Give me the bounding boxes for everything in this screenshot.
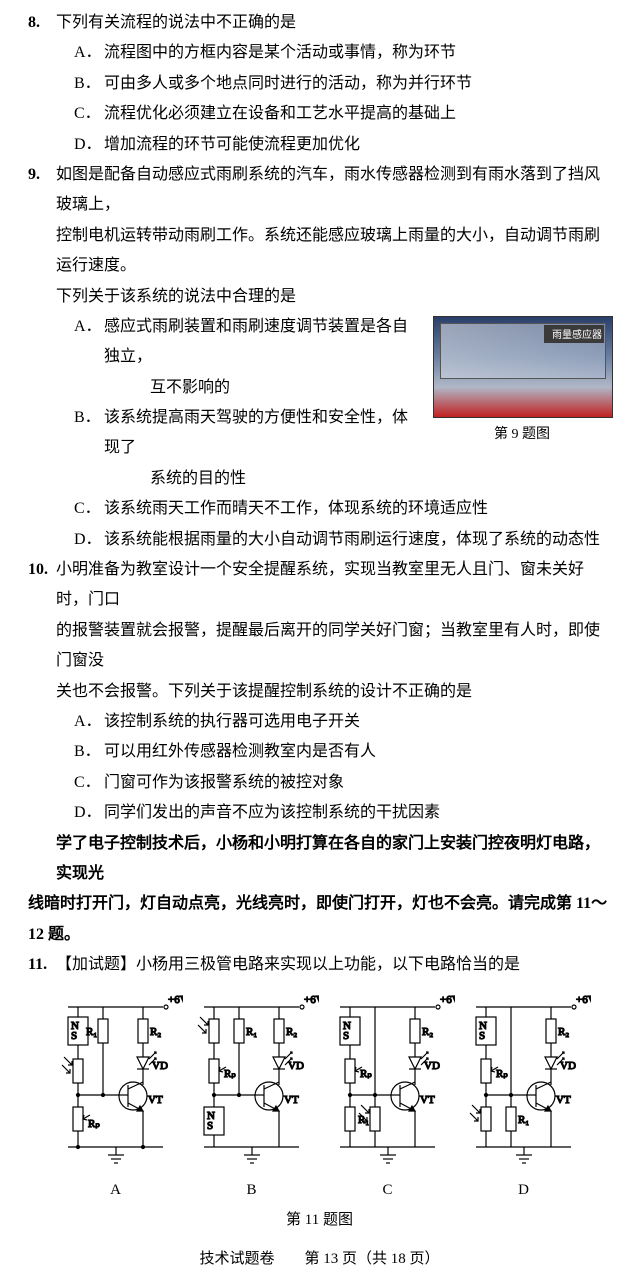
circuit-c: +6V N S Rₚ R₁ (320, 987, 455, 1205)
q8-opt-c: C．流程优化必须建立在设备和工艺水平提高的基础上 (74, 99, 611, 129)
q10-opt-b: B．可以用红外传感器检测教室内是否有人 (74, 737, 611, 767)
q10-stem-2: 的报警装置就会报警，提醒最后离开的同学关好门窗；当教室里有人时，即使门窗没 (56, 616, 611, 677)
intro-11-12-line1: 学了电子控制技术后，小杨和小明打算在各自的家门上安装门控夜明灯电路，实现光 (56, 829, 611, 890)
q11-circuits: +6V N S (48, 987, 591, 1205)
circuit-a: +6V N S (48, 987, 183, 1205)
page-footer: 技术试题卷 第 13 页（共 18 页） (28, 1245, 611, 1274)
circuit-d-svg: +6V N S Rₚ (456, 987, 591, 1167)
q11-figure-caption: 第 11 题图 (28, 1206, 611, 1235)
circuit-b-svg: +6V Rₚ N (184, 987, 319, 1167)
svg-text:Rₚ: Rₚ (360, 1068, 372, 1080)
svg-text:+6V: +6V (168, 994, 183, 1006)
svg-text:R₁: R₁ (518, 1114, 529, 1126)
svg-text:VD: VD (560, 1060, 576, 1072)
sensor-label: 雨量感应器 (552, 326, 602, 345)
circuit-c-label: C (320, 1176, 455, 1205)
q10-stem-1: 小明准备为教室设计一个安全提醒系统，实现当教室里无人且门、窗未关好时，门口 (56, 555, 611, 616)
q9-opt-c: C．该系统雨天工作而晴天不工作，体现系统的环境适应性 (74, 494, 611, 524)
car-windshield-image: 雨量感应器 (433, 316, 613, 418)
q10-opt-c: C．门窗可作为该报警系统的被控对象 (74, 768, 611, 798)
q9-number: 9. (28, 160, 56, 221)
svg-text:R₁: R₁ (358, 1114, 369, 1126)
q11-stem: 【加试题】小杨用三极管电路来实现以上功能，以下电路恰当的是 (56, 950, 611, 980)
q8-number: 8. (28, 8, 56, 38)
svg-text:S: S (479, 1030, 485, 1042)
svg-text:S: S (207, 1120, 213, 1132)
circuit-b: +6V Rₚ N (184, 987, 319, 1205)
svg-text:Rₚ: Rₚ (88, 1118, 100, 1130)
svg-text:Rₚ: Rₚ (496, 1068, 508, 1080)
q8-opt-d: D．增加流程的环节可能使流程更加优化 (74, 130, 611, 160)
q9-opt-b-cont: 系统的目的性 (150, 464, 611, 494)
svg-text:VD: VD (152, 1060, 168, 1072)
circuit-d: +6V N S Rₚ (456, 987, 591, 1205)
circuit-d-label: D (456, 1176, 591, 1205)
q8-opt-b: B．可由多人或多个地点同时进行的活动，称为并行环节 (74, 69, 611, 99)
q9-stem-1: 如图是配备自动感应式雨刷系统的汽车，雨水传感器检测到有雨水落到了挡风玻璃上， (56, 160, 611, 221)
svg-text:R₁: R₁ (246, 1026, 257, 1038)
circuit-a-svg: +6V N S (48, 987, 183, 1167)
q10-stem-3: 关也不会报警。下列关于该提醒控制系统的设计不正确的是 (56, 677, 611, 707)
svg-text:VD: VD (288, 1060, 304, 1072)
q9-figure-caption: 第 9 题图 (433, 422, 611, 449)
svg-text:VT: VT (420, 1094, 435, 1106)
q10: 10. 小明准备为教室设计一个安全提醒系统，实现当教室里无人且门、窗未关好时，门… (28, 555, 611, 616)
q8-opt-a: A．流程图中的方框内容是某个活动或事情，称为环节 (74, 38, 611, 68)
q10-opt-d: D．同学们发出的声音不应为该控制系统的干扰因素 (74, 798, 611, 828)
svg-text:R₂: R₂ (422, 1026, 433, 1038)
q11: 11. 【加试题】小杨用三极管电路来实现以上功能，以下电路恰当的是 (28, 950, 611, 980)
svg-text:VT: VT (284, 1094, 299, 1106)
svg-text:R₂: R₂ (150, 1026, 161, 1038)
svg-text:S: S (71, 1030, 77, 1042)
q9-opt-a: A．感应式雨刷装置和雨刷速度调节装置是各自独立， (74, 312, 423, 373)
q11-number: 11. (28, 950, 56, 980)
svg-text:VD: VD (424, 1060, 440, 1072)
svg-text:S: S (343, 1030, 349, 1042)
circuit-b-label: B (184, 1176, 319, 1205)
svg-text:R₂: R₂ (558, 1026, 569, 1038)
svg-text:R₂: R₂ (286, 1026, 297, 1038)
circuit-c-svg: +6V N S Rₚ R₁ (320, 987, 455, 1167)
q8: 8. 下列有关流程的说法中不正确的是 (28, 8, 611, 38)
svg-text:+6V: +6V (576, 994, 591, 1006)
q9-figure: 雨量感应器 第 9 题图 (433, 316, 611, 449)
q10-number: 10. (28, 555, 56, 616)
svg-text:+6V: +6V (440, 994, 455, 1006)
svg-text:R₁: R₁ (86, 1026, 97, 1038)
q9: 9. 如图是配备自动感应式雨刷系统的汽车，雨水传感器检测到有雨水落到了挡风玻璃上… (28, 160, 611, 221)
svg-text:VT: VT (556, 1094, 571, 1106)
q9-opt-b: B．该系统提高雨天驾驶的方便性和安全性，体现了 (74, 403, 423, 464)
q9-stem-3: 下列关于该系统的说法中合理的是 (56, 282, 611, 312)
q9-opt-d: D．该系统能根据雨量的大小自动调节雨刷运行速度，体现了系统的动态性 (74, 525, 611, 555)
q8-stem: 下列有关流程的说法中不正确的是 (56, 8, 611, 38)
q9-stem-2: 控制电机运转带动雨刷工作。系统还能感应玻璃上雨量的大小，自动调节雨刷运行速度。 (56, 221, 611, 282)
svg-text:+6V: +6V (304, 994, 319, 1006)
q8-options: A．流程图中的方框内容是某个活动或事情，称为环节 B．可由多人或多个地点同时进行… (74, 38, 611, 160)
q10-options: A．该控制系统的执行器可选用电子开关 B．可以用红外传感器检测教室内是否有人 C… (74, 707, 611, 829)
circuit-a-label: A (48, 1176, 183, 1205)
intro-11-12-line2: 线暗时打开门，灯自动点亮，光线亮时，即使门打开，灯也不会亮。请完成第 11～12… (28, 889, 611, 950)
q10-opt-a: A．该控制系统的执行器可选用电子开关 (74, 707, 611, 737)
svg-text:VT: VT (148, 1094, 163, 1106)
svg-text:Rₚ: Rₚ (224, 1068, 236, 1080)
